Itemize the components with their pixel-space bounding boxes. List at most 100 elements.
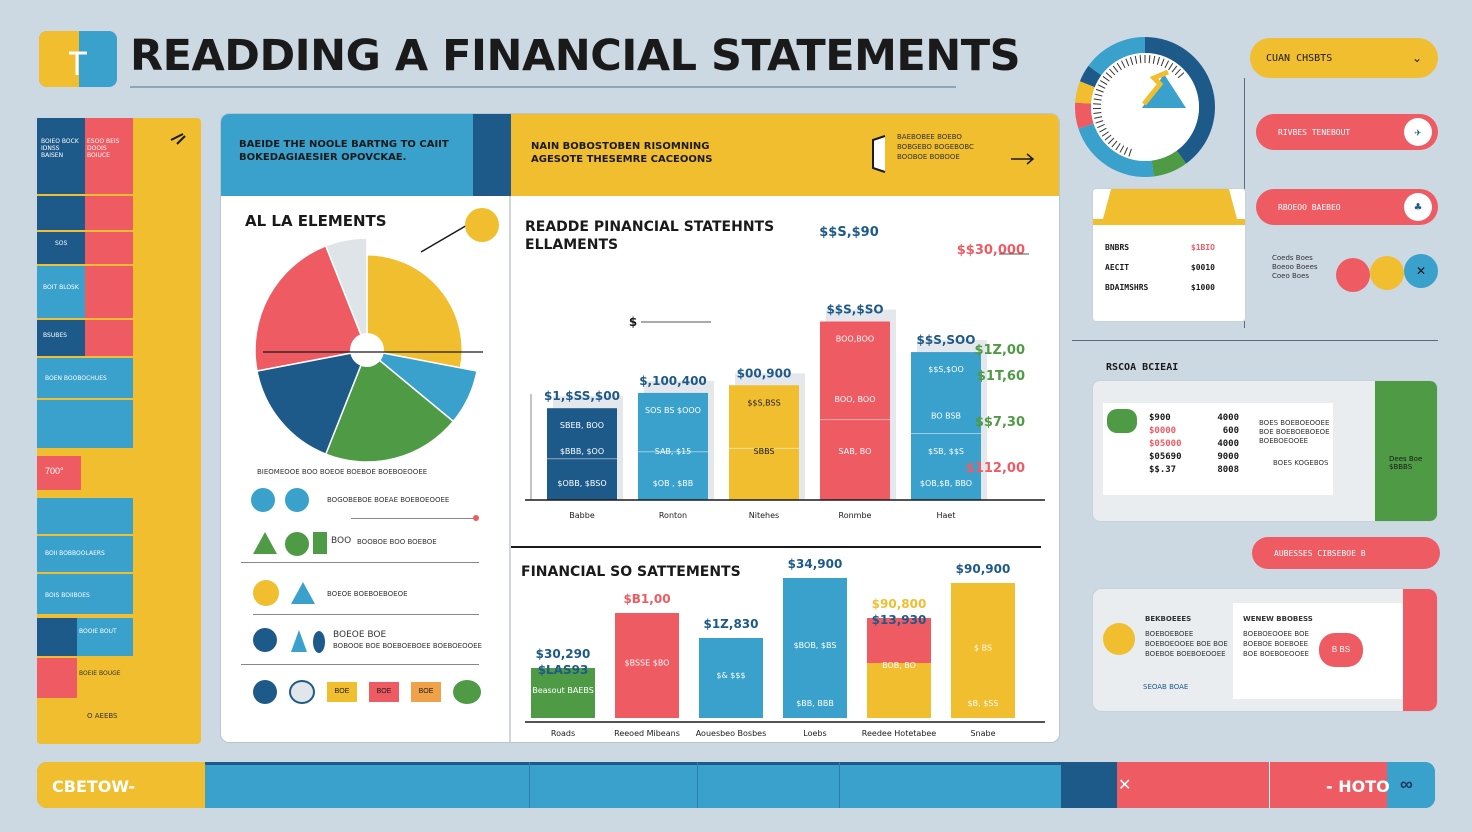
legend-chip[interactable]: BOE [411, 682, 441, 702]
donut-slice [1079, 65, 1102, 88]
bar-value-label: $1Z,830 [703, 617, 758, 631]
donut-tick [1156, 56, 1160, 65]
legend-item: BOEOE BOEBOEBOEOE [327, 590, 408, 598]
document-icon [69, 51, 87, 75]
pie-slice [324, 348, 455, 463]
pill-button-1[interactable]: RIVBES TENEBOUT ✈ [1256, 114, 1438, 150]
x-tick-label: Nitehes [749, 511, 779, 520]
banner-note: BAEBOBEE BOEBO BOBGEBO BOGEBOBC BOOBOE B… [897, 133, 974, 161]
left-sidebar: BOIEO BOCK IDNSS BAISEN ESOO BEIS DOOIS … [37, 118, 201, 744]
page-title: READDING A FINANCIAL STATEMENTS [130, 31, 1021, 81]
table-cell: $05000 [1149, 439, 1182, 449]
main-panel: BAEIDE THE NOOLE BARTNG TO CAIIT BOKEDAG… [221, 114, 1059, 742]
donut-slice [1145, 37, 1215, 164]
donut-tick [1095, 88, 1104, 93]
banner-left-text: BAEIDE THE NOOLE BARTNG TO CAIIT BOKEDAG… [239, 139, 449, 163]
bar-inner-label: $BB, BBB [796, 699, 834, 708]
donut-tick [1130, 56, 1134, 65]
x-tick-label: Loebs [803, 729, 826, 738]
donut-tick [1125, 58, 1130, 67]
arrow-right-icon [1011, 153, 1035, 165]
status-dot-red[interactable] [1336, 258, 1370, 292]
chart2-title: FINANCIAL SO SATTEMENTS [521, 564, 741, 580]
bar-inner-label: BO BSB [931, 412, 961, 421]
section-line [1072, 340, 1438, 341]
pie-caption: BIEOMEOOE BOO BOEOE BOEBOE BOEBOEOOEE [257, 468, 428, 476]
donut-tick [1099, 127, 1107, 133]
legend-chip[interactable]: BOE [369, 682, 399, 702]
pie-slice [366, 254, 463, 369]
bar-inner-label: SAB, $15 [655, 447, 692, 456]
section-label: RSCOA BCIEAI [1106, 362, 1179, 373]
legend-item: BOGOBEBOE BOEAE BOEBOEOOEE [327, 496, 450, 504]
card-row-value: $0010 [1190, 263, 1215, 272]
donut-tick [1097, 124, 1105, 129]
dropdown[interactable]: CUAN CHSBTS ⌄ [1250, 38, 1438, 78]
summary-card: BNBRS $1BIO AECIT $0010 BDAIMSHRS $1000 [1092, 188, 1246, 322]
bar-value-label: $B1,00 [623, 592, 670, 606]
chevron-down-icon: ⌄ [1411, 51, 1422, 65]
x-tick-label: Aouesbeo Bosbes [696, 729, 767, 738]
bar-inner-label: SBEB, BOO [560, 421, 604, 430]
bar-value-label: $$S,SOO [917, 333, 976, 347]
pill-button-2[interactable]: RBOEOO BAEBEO ♣ [1256, 189, 1438, 225]
footer-left-label[interactable]: CBETOW- [52, 777, 135, 796]
legend-chip[interactable]: BOE [327, 682, 357, 702]
card-row-label: BDAIMSHRS [1105, 283, 1149, 292]
chart2: $30,290 $LAS93 Beasout BAEBS Roads $B1,00 $BS… [525, 557, 1045, 738]
bar-inner-label: $BOB, $BS [794, 641, 837, 650]
table-row: $$.37 8008 [1149, 465, 1239, 475]
bar-value-label: $90,900 [956, 562, 1011, 576]
infinity-icon[interactable]: ∞ [1400, 774, 1413, 794]
top-label: $$S,$90 [819, 225, 879, 240]
donut-tick [1128, 148, 1132, 157]
donut-tick [1104, 134, 1112, 141]
chart1: $1,$SS,$00 SBEB, BOO $BBB, $OO $OBB, $BSO Ba… [525, 225, 1045, 520]
chart1-title: READDE PINANCIAL STATEHNTS ELLAMENTS [525, 219, 775, 253]
donut-tick [1148, 55, 1151, 64]
tree-icon: ♣ [1404, 193, 1432, 221]
donut-tick [1171, 65, 1178, 73]
card-row-label: BNBRS [1105, 243, 1130, 252]
bottom-card-link[interactable]: SEOAB BOAE [1143, 683, 1189, 691]
donut-tick [1093, 112, 1102, 115]
sidebar-row: BOIS BOIIBOES [45, 592, 90, 599]
pie-title: AL LA ELEMENTS [245, 212, 387, 230]
x-tick-label: Ronton [659, 511, 687, 520]
donut-tick [1102, 76, 1110, 82]
axis-label: $ [629, 315, 637, 329]
close-icon[interactable]: ✕ [1118, 777, 1132, 794]
donut-tick [1097, 84, 1106, 89]
status-dot-blue[interactable]: ✕ [1404, 254, 1438, 288]
sidebar-row: BOII BOBBOOLAERS [45, 550, 105, 557]
bar-inner-label: Beasout BAEBS [532, 686, 594, 695]
legend-prefix: BOO [331, 536, 352, 546]
sidebar-row: BSUBES [43, 332, 67, 339]
sidebar-badge: 700° [45, 466, 64, 476]
x-tick-label: Babbe [569, 511, 595, 520]
bottom-card-pill[interactable]: B BS [1319, 633, 1363, 667]
bar [638, 392, 708, 500]
card-row: BNBRS $1BIO [1105, 243, 1215, 252]
bottom-card: BEKBOEEES BOEBOEBOEE BOEBOEOOEE BOE BOE … [1092, 588, 1438, 712]
bar [531, 668, 595, 718]
donut-slice [1075, 102, 1094, 129]
table-mid-text-2: BOES KOGEBOS [1273, 459, 1329, 467]
sidebar-row: BOOIE BOUT [79, 628, 117, 635]
donut-tick [1093, 103, 1102, 105]
x-tick-label: Reedee Hotetabee [862, 729, 937, 738]
sidebar-row: BOIEO BOCK IDNSS BAISEN [41, 138, 79, 159]
status-dot-yellow[interactable] [1370, 256, 1404, 290]
bar-value-label: $00,900 [737, 366, 792, 380]
donut-slice [1078, 123, 1154, 177]
footer-right-label[interactable]: - HOTO [1326, 777, 1390, 796]
donut-tick [1094, 116, 1103, 119]
bottom-card-heading-2: WENEW BBOBESS [1243, 615, 1313, 623]
donut-tick [1099, 80, 1108, 86]
pie-slice [324, 237, 368, 351]
donut-tick [1094, 93, 1103, 97]
donut-tick [1160, 58, 1165, 67]
logo [39, 31, 117, 87]
donut-slice [1088, 37, 1145, 76]
pill-button-3[interactable]: AUBESSES CIBSEBOE B [1252, 537, 1440, 569]
